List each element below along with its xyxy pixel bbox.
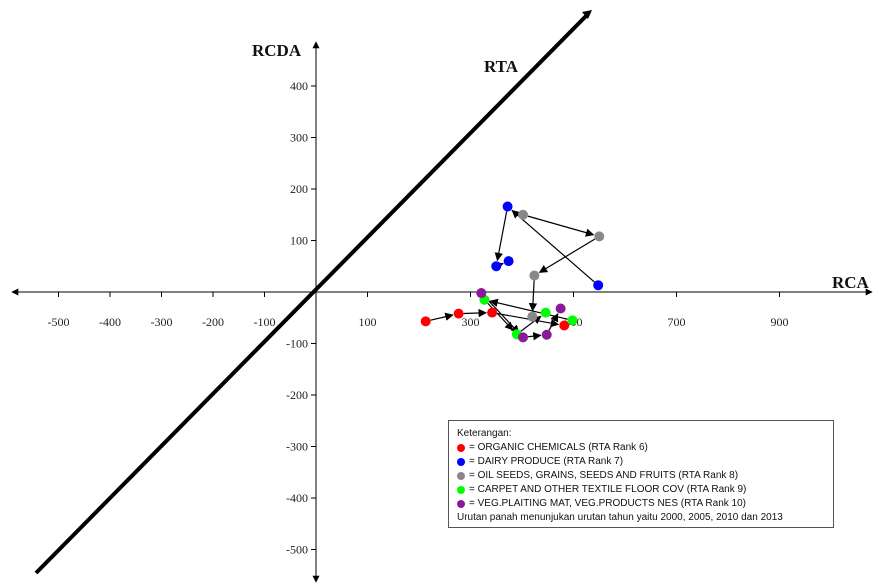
series-1-point <box>487 307 498 318</box>
legend-entry: = VEG.PLAITING MAT, VEG.PRODUCTS NES (RT… <box>457 497 825 511</box>
rta-line-arrowhead <box>582 10 592 19</box>
series-2-point <box>502 201 513 212</box>
series-1-point <box>420 316 431 327</box>
x-tick-label: 100 <box>359 315 377 329</box>
legend-swatch <box>457 458 465 466</box>
series-4-arrow <box>520 315 542 332</box>
series-2-point <box>491 261 502 272</box>
x-tick-label: -400 <box>99 315 121 329</box>
series-5-point <box>555 303 566 314</box>
legend-label: = VEG.PLAITING MAT, VEG.PRODUCTS NES (RT… <box>469 498 747 509</box>
series-1-arrow <box>496 312 560 328</box>
legend-title: Keterangan: <box>457 428 512 439</box>
series-1-arrow <box>430 312 454 321</box>
series-1-point <box>453 308 464 319</box>
series-2-point <box>593 280 604 291</box>
series-3-arrow <box>527 215 595 237</box>
y-tick-label: 200 <box>290 182 308 196</box>
axes <box>11 41 873 583</box>
series-3-point <box>529 270 540 281</box>
series-3-point <box>594 231 605 242</box>
x-tick-label: -100 <box>254 315 276 329</box>
tick-labels: -500-400-300-200-10010030050070090040030… <box>48 79 789 557</box>
legend-entry: = CARPET AND OTHER TEXTILE FLOOR COV (RT… <box>457 483 825 497</box>
series-2-point <box>503 256 514 267</box>
series-2-arrow <box>494 211 508 262</box>
legend-swatch <box>457 444 465 452</box>
legend-note: Urutan panah menunjukan urutan tahun yai… <box>457 512 783 523</box>
y-tick-label: -400 <box>286 491 308 505</box>
series-2-arrow <box>511 209 595 283</box>
legend-label: = DAIRY PRODUCE (RTA Rank 7) <box>469 456 624 467</box>
x-tick-label: 700 <box>668 315 686 329</box>
series-3-arrow <box>528 280 538 312</box>
y-tick-label: 100 <box>290 234 308 248</box>
legend-label: = OIL SEEDS, GRAINS, SEEDS AND FRUITS (R… <box>469 470 739 481</box>
legend-swatch <box>457 500 465 508</box>
legend-swatch <box>457 472 465 480</box>
legend-entry: = DAIRY PRODUCE (RTA Rank 7) <box>457 455 825 469</box>
x-tick-label: -300 <box>151 315 173 329</box>
legend-entries: = ORGANIC CHEMICALS (RTA Rank 6) = DAIRY … <box>457 441 825 511</box>
series-3-point <box>527 311 538 322</box>
rta-line <box>34 12 590 575</box>
y-tick-label: 300 <box>290 131 308 145</box>
diagonal-label: RTA <box>484 57 519 76</box>
legend-entry: = ORGANIC CHEMICALS (RTA Rank 6) <box>457 441 825 455</box>
series-2-arrow <box>494 262 504 271</box>
series-5-point <box>476 288 487 299</box>
x-tick-label: -200 <box>202 315 224 329</box>
series-1-arrow <box>463 308 487 318</box>
y-tick-label: 400 <box>290 79 308 93</box>
x-axis-title: RCA <box>832 273 870 292</box>
legend: Keterangan: = ORGANIC CHEMICALS (RTA Ran… <box>448 420 834 528</box>
legend-entry: = OIL SEEDS, GRAINS, SEEDS AND FRUITS (R… <box>457 469 825 483</box>
series-4-point <box>540 307 551 318</box>
series-5-point <box>518 332 529 343</box>
legend-swatch <box>457 486 465 494</box>
rta-diagonal <box>34 10 592 575</box>
x-tick-label: -500 <box>48 315 70 329</box>
series-5-arrow <box>527 332 542 341</box>
y-tick-label: -100 <box>286 337 308 351</box>
legend-label: = ORGANIC CHEMICALS (RTA Rank 6) <box>469 442 648 453</box>
series-3-arrow <box>538 238 596 273</box>
series-4-point <box>567 315 578 326</box>
series-1-point <box>559 320 570 331</box>
x-tick-label: 300 <box>462 315 480 329</box>
y-tick-label: -500 <box>286 543 308 557</box>
data-points <box>420 201 605 343</box>
series-5-arrow <box>484 296 520 334</box>
series-5-arrow <box>548 313 559 331</box>
series-5-point <box>541 329 552 340</box>
y-tick-label: -300 <box>286 440 308 454</box>
x-tick-label: 900 <box>771 315 789 329</box>
y-axis-title: RCDA <box>252 41 302 60</box>
legend-label: = CARPET AND OTHER TEXTILE FLOOR COV (RT… <box>469 484 747 495</box>
y-tick-label: -200 <box>286 388 308 402</box>
series-3-point <box>518 209 529 220</box>
